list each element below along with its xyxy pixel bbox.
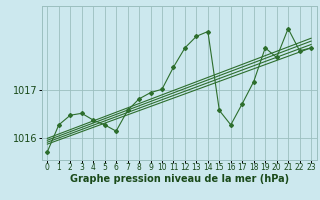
X-axis label: Graphe pression niveau de la mer (hPa): Graphe pression niveau de la mer (hPa) — [70, 174, 289, 184]
